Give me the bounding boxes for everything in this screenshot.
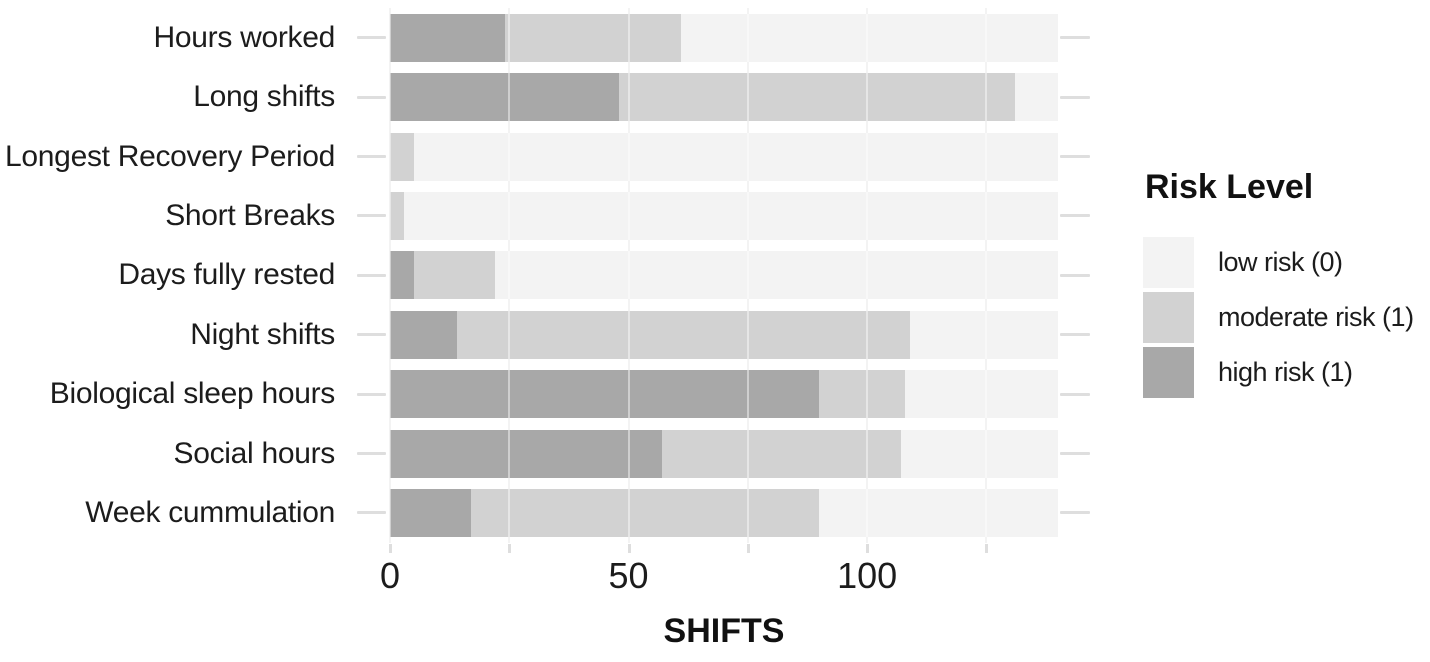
legend-label: moderate risk (1) bbox=[1218, 302, 1414, 332]
category-label: Week cummulation bbox=[85, 495, 335, 529]
category-label: Days fully rested bbox=[118, 258, 335, 292]
legend: Risk Level low risk (0) moderate risk (1… bbox=[1143, 168, 1414, 402]
bar-segment-moderate_risk bbox=[390, 191, 405, 240]
x-tick bbox=[866, 543, 870, 553]
y-tick-left bbox=[357, 36, 386, 40]
legend-swatch-low-risk bbox=[1143, 237, 1194, 288]
bar-segment-high_risk bbox=[390, 429, 662, 478]
bar-segment-low_risk bbox=[494, 251, 1058, 300]
x-axis-title: SHIFTS bbox=[663, 612, 785, 650]
y-tick-left bbox=[357, 155, 386, 158]
y-tick-right bbox=[1060, 511, 1090, 515]
y-tick-right bbox=[1060, 214, 1090, 218]
legend-entry-moderate: moderate risk (1) bbox=[1143, 292, 1414, 343]
bar-segment-moderate_risk bbox=[661, 429, 901, 478]
y-tick-left bbox=[357, 273, 386, 277]
gridline-overlay bbox=[508, 8, 511, 543]
x-tick-label: 100 bbox=[837, 554, 898, 596]
x-tick bbox=[627, 543, 631, 553]
x-tick-label: 0 bbox=[379, 554, 401, 596]
bar-row bbox=[390, 370, 1058, 419]
x-tick bbox=[508, 543, 512, 553]
bar-row bbox=[390, 310, 1058, 359]
bar-segment-low_risk bbox=[413, 132, 1058, 181]
legend-swatch-moderate-risk bbox=[1143, 292, 1194, 343]
legend-entry-low: low risk (0) bbox=[1143, 237, 1414, 288]
category-label: Long shifts bbox=[193, 80, 335, 114]
bar-segment-high_risk bbox=[390, 13, 505, 62]
bar-row bbox=[390, 73, 1058, 122]
y-tick-left bbox=[357, 95, 386, 99]
x-tick bbox=[985, 543, 989, 553]
bar-segment-high_risk bbox=[390, 251, 414, 300]
bar-segment-moderate_risk bbox=[819, 370, 906, 419]
y-tick-right bbox=[1060, 95, 1090, 99]
bar-segment-low_risk bbox=[900, 429, 1058, 478]
y-tick-right bbox=[1060, 273, 1090, 277]
gridline-overlay bbox=[389, 8, 391, 543]
category-label: Night shifts bbox=[190, 317, 335, 351]
bar-row bbox=[390, 13, 1058, 62]
x-tick-label: 50 bbox=[608, 554, 649, 596]
bar-row bbox=[390, 251, 1058, 300]
category-label: Biological sleep hours bbox=[49, 377, 336, 411]
legend-label: high risk (1) bbox=[1218, 357, 1353, 387]
bar-segment-low_risk bbox=[905, 370, 1058, 419]
bar-segment-moderate_risk bbox=[456, 310, 911, 359]
category-label: Longest Recovery Period bbox=[5, 139, 335, 173]
category-label: Social hours bbox=[173, 436, 336, 470]
bar-segment-high_risk bbox=[390, 73, 620, 122]
bar-segment-high_risk bbox=[390, 370, 820, 419]
bar-segment-low_risk bbox=[1015, 73, 1058, 122]
bar-segment-moderate_risk bbox=[619, 73, 1016, 122]
legend-label: low risk (0) bbox=[1218, 247, 1343, 277]
gridline-overlay bbox=[985, 8, 988, 543]
y-tick-left bbox=[357, 511, 386, 515]
y-tick-right bbox=[1060, 392, 1090, 396]
bar-row bbox=[390, 488, 1058, 537]
bar-row bbox=[390, 132, 1058, 181]
bar-segment-low_risk bbox=[910, 310, 1058, 359]
legend-entry-high: high risk (1) bbox=[1143, 347, 1414, 398]
legend-swatch-high-risk bbox=[1143, 347, 1194, 398]
y-tick-right bbox=[1060, 333, 1090, 337]
bar-segment-low_risk bbox=[681, 13, 1058, 62]
bar-segment-moderate_risk bbox=[413, 251, 495, 300]
gridline-overlay bbox=[746, 8, 749, 543]
legend-title: Risk Level bbox=[1145, 168, 1314, 206]
y-tick-left bbox=[357, 452, 386, 455]
bar-segment-moderate_risk bbox=[471, 488, 820, 537]
gridline-overlay bbox=[866, 8, 869, 543]
bar-segment-low_risk bbox=[404, 191, 1058, 240]
bar-segment-low_risk bbox=[819, 488, 1058, 537]
x-tick bbox=[746, 543, 750, 553]
bar-segment-moderate_risk bbox=[504, 13, 682, 62]
y-tick-left bbox=[357, 392, 386, 396]
y-tick-left bbox=[357, 333, 386, 337]
category-label: Short Breaks bbox=[165, 198, 335, 232]
y-tick-right bbox=[1060, 36, 1090, 40]
category-label: Hours worked bbox=[153, 20, 336, 54]
bar-segment-moderate_risk bbox=[390, 132, 414, 181]
bar-row bbox=[390, 429, 1058, 478]
x-tick bbox=[389, 543, 392, 553]
gridline-overlay bbox=[627, 8, 630, 543]
bar-segment-high_risk bbox=[390, 310, 457, 359]
bar-segment-high_risk bbox=[390, 488, 472, 537]
y-tick-right bbox=[1060, 452, 1090, 455]
y-tick-right bbox=[1060, 155, 1090, 158]
bar-row bbox=[390, 191, 1058, 240]
y-tick-left bbox=[357, 214, 386, 218]
